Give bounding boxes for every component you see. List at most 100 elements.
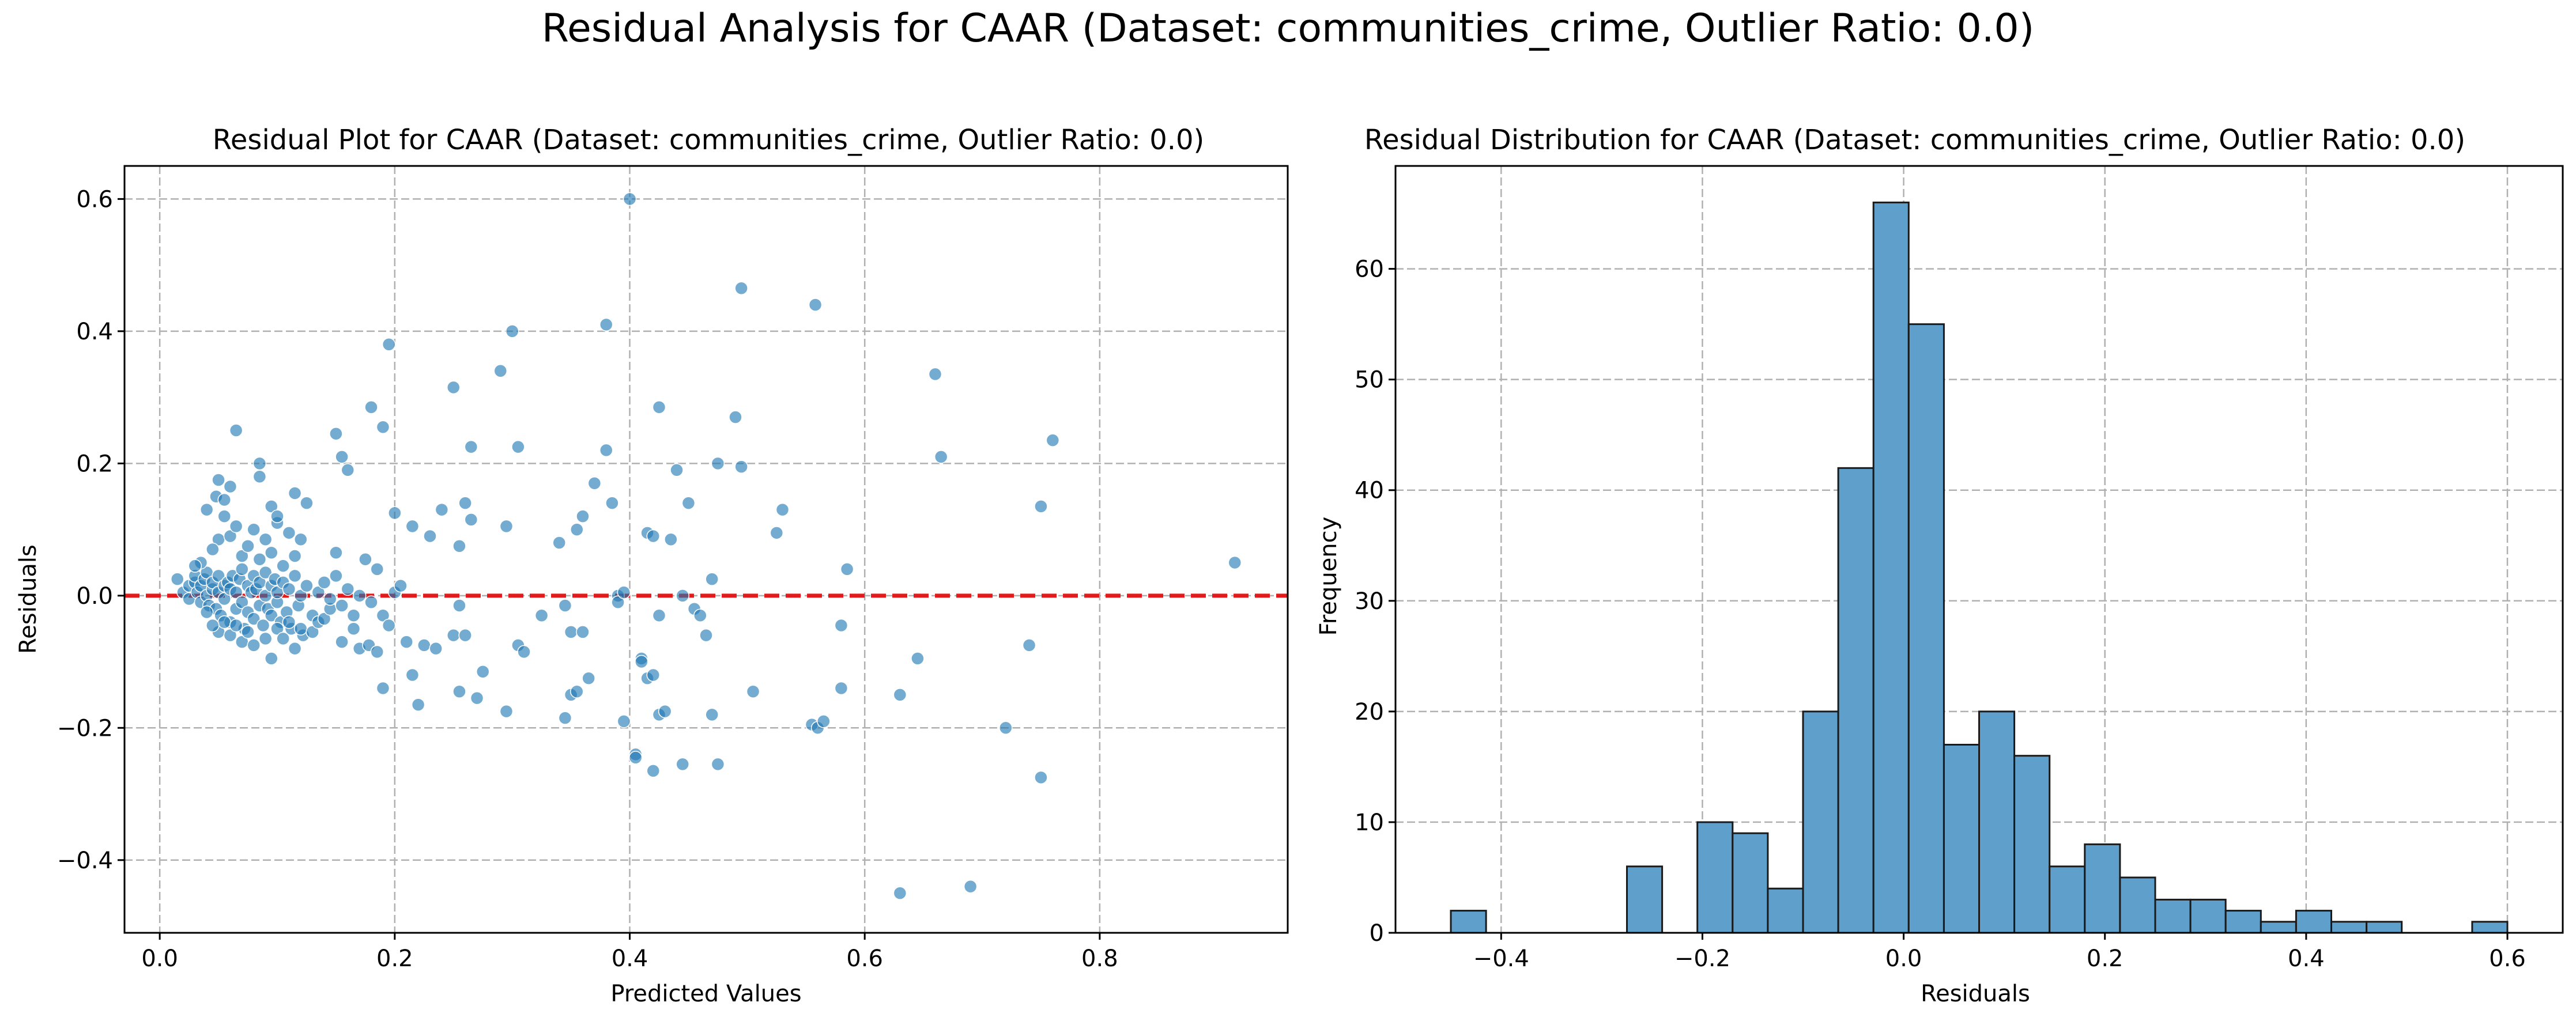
scatter-point [376,420,390,434]
scatter-point [282,615,296,629]
scatter-point [199,605,214,619]
histogram-bar [2224,910,2262,934]
scatter-point [646,668,661,682]
scatter-point [247,638,261,652]
scatter-point [223,628,237,642]
scatter-point [217,615,232,629]
scatter-point [658,704,672,718]
scatter-point [570,523,584,536]
scatter-point [576,509,590,523]
scatter-y-tick-label: 0.4 [76,319,113,345]
scatter-point [817,714,831,728]
scatter-point [458,628,472,642]
scatter-point [681,496,696,510]
scatter-point [294,622,308,636]
histogram-y-tick-label: 20 [1355,699,1384,725]
histogram-y-tick-label: 60 [1355,256,1384,283]
histogram-x-tick-label: −0.4 [1473,945,1529,972]
scatter-point [493,364,508,378]
scatter-x-ticks: 0.0 0.2 0.4 0.6 0.8 [141,933,1118,972]
scatter-point [646,764,661,778]
histogram-bar [2189,898,2227,934]
scatter-point [359,552,372,566]
scatter-point [623,192,637,206]
histogram-y-tick-label: 30 [1355,588,1384,615]
scatter-point [399,635,413,649]
scatter-point [705,572,719,586]
scatter-point [382,338,396,351]
scatter-point [311,585,326,599]
scatter-point [388,506,402,520]
histogram-bar [2049,865,2086,934]
scatter-point [576,625,590,639]
histogram-x-tick-label: 0.4 [2288,945,2325,972]
scatter-point [452,599,466,612]
histogram-x-tick-label: 0.0 [1885,945,1922,972]
scatter-point [352,589,367,603]
scatter-point [928,367,942,381]
histogram-y-axis-label: Frequency [1315,517,1342,636]
scatter-point [288,569,302,583]
scatter-point [664,532,678,547]
histogram-y-tick-label: 10 [1355,810,1384,836]
scatter-point [288,641,302,656]
scatter-point [446,380,461,395]
scatter-point [840,562,854,576]
scatter-point [252,552,267,566]
scatter-point [335,635,349,649]
scatter-point [552,536,566,550]
scatter-point [405,519,420,534]
scatter-point [676,757,689,771]
scatter-point [206,542,220,557]
scatter-point [241,625,255,639]
histogram-x-ticks: −0.4 −0.2 0.0 0.2 0.4 0.6 [1473,933,2526,972]
scatter-point [288,486,302,500]
scatter-point [511,440,525,454]
residual-histogram-panel: Residual Distribution for CAAR (Dataset:… [1315,124,2564,1007]
scatter-point [734,460,748,474]
scatter-point [256,618,270,633]
histogram-axes-frame [1394,165,2564,934]
scatter-point [394,578,408,593]
scatter-point [1022,638,1036,652]
scatter-point [323,592,337,606]
histogram-y-tick-label: 40 [1355,478,1384,504]
scatter-point [282,582,296,596]
scatter-title: Residual Plot for CAAR (Dataset: communi… [213,124,1205,156]
scatter-point [252,456,267,471]
scatter-point [241,539,255,553]
scatter-point [258,565,273,580]
scatter-point [335,599,349,612]
scatter-point [346,608,361,622]
scatter-point [364,400,378,414]
histogram-x-tick-label: −0.2 [1674,945,1730,972]
scatter-y-tick-label: −0.2 [57,715,113,742]
scatter-point [458,496,472,510]
scatter-point [834,618,848,633]
scatter-point [635,655,648,669]
scatter-point [834,681,848,695]
scatter-point [265,652,278,665]
histogram-bar [2330,921,2368,934]
histogram-y-tick-label: 50 [1355,367,1384,394]
scatter-point [464,513,478,527]
scatter-point [294,589,308,603]
scatter-point [235,595,249,610]
figure-suptitle: Residual Analysis for CAAR (Dataset: com… [541,6,2035,51]
scatter-y-tick-label: 0.2 [76,451,113,477]
histogram-bar [2154,898,2192,934]
scatter-point [564,625,578,639]
scatter-point [417,638,431,652]
scatter-point [341,463,355,477]
scatter-x-tick-label: 0.4 [612,945,648,972]
scatter-point [499,704,514,718]
histogram-bar [2119,876,2156,934]
histogram-bar [2013,755,2051,934]
scatter-point [217,493,232,507]
histogram-bar [1907,323,1945,934]
scatter-point [217,592,232,606]
scatter-point [611,595,625,610]
scatter-point [676,589,689,603]
scatter-point [729,410,742,424]
scatter-point [452,539,466,553]
